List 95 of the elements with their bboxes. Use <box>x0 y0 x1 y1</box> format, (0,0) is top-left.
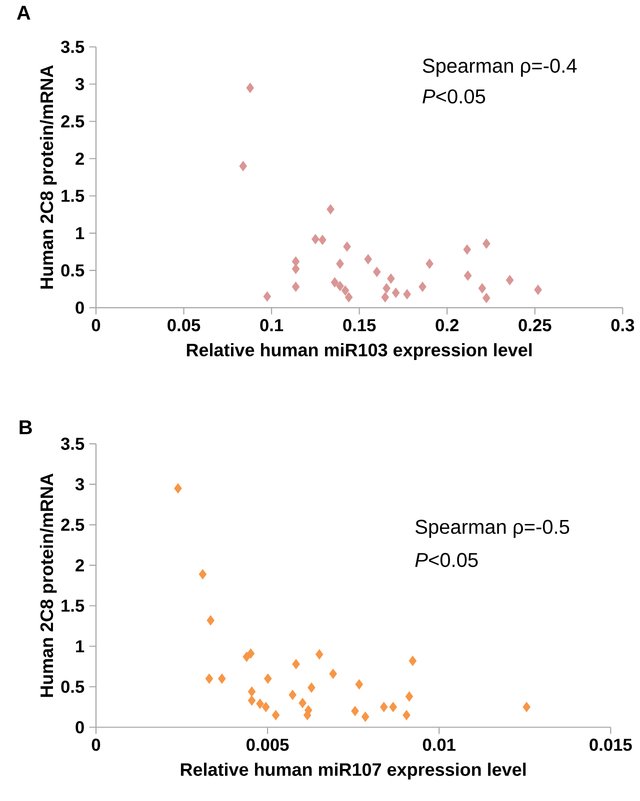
y-tick-label: 2 <box>76 152 84 165</box>
point <box>403 289 411 300</box>
x-tick-label: 0.25 <box>518 319 552 332</box>
y-tick-label: 3.5 <box>60 438 84 450</box>
point <box>361 712 370 722</box>
point <box>341 285 350 296</box>
point <box>373 266 381 277</box>
y-tick-label: 0.5 <box>61 264 84 277</box>
y-axis-title: Human 2C8 protein/mRNA <box>40 474 57 697</box>
point <box>389 702 397 712</box>
y-tick-label: 2 <box>76 559 84 572</box>
point <box>343 241 351 252</box>
point <box>364 254 372 264</box>
chart-title: A <box>16 6 30 20</box>
point <box>264 674 272 684</box>
point <box>408 656 417 666</box>
point <box>239 161 247 172</box>
point <box>288 690 296 700</box>
point <box>534 284 542 295</box>
y-tick-label: 3.5 <box>60 40 84 54</box>
point <box>405 691 414 702</box>
x-tick-label: 0.005 <box>246 738 289 751</box>
point <box>198 569 207 580</box>
point <box>478 283 486 294</box>
x-tick-label: 0.1 <box>260 319 284 332</box>
point <box>298 698 306 708</box>
y-tick-label: 3 <box>75 78 84 90</box>
point <box>426 258 434 269</box>
point <box>382 283 390 294</box>
y-tick-label: 1.5 <box>62 190 84 202</box>
point <box>381 292 389 302</box>
point <box>387 274 395 284</box>
x-axis-title: Relative human miR107 expression level <box>180 762 526 780</box>
point <box>463 244 471 255</box>
point <box>272 710 280 720</box>
point <box>318 234 326 245</box>
point <box>205 674 214 684</box>
point <box>292 256 300 267</box>
point <box>330 277 339 288</box>
point <box>292 264 300 274</box>
point <box>326 204 334 214</box>
point <box>336 258 344 269</box>
point <box>522 702 530 712</box>
point <box>292 282 300 292</box>
point <box>380 702 388 712</box>
point <box>344 292 353 302</box>
point <box>355 679 364 690</box>
point <box>256 698 264 709</box>
annotation: P<0.05 <box>422 89 486 104</box>
x-tick-label: 0.05 <box>168 319 200 332</box>
point <box>218 674 226 684</box>
x-tick-label: 0 <box>92 738 100 751</box>
point <box>329 668 337 679</box>
point <box>506 275 514 286</box>
y-tick-label: 2.5 <box>61 115 84 128</box>
point <box>206 615 214 626</box>
point <box>292 659 300 670</box>
x-tick-label: 0.2 <box>436 319 458 332</box>
y-tick-label: 0 <box>76 721 84 734</box>
x-tick-label: 0.3 <box>611 319 634 332</box>
y-axis-title: Human 2C8 protein/mRNA <box>40 65 57 289</box>
point <box>246 648 255 659</box>
point <box>402 710 410 720</box>
point <box>308 682 316 693</box>
point <box>263 291 272 302</box>
x-tick-label: 0.015 <box>590 738 632 751</box>
chart-title: B <box>20 420 32 434</box>
y-tick-label: 3 <box>75 478 84 490</box>
y-tick-label: 0.5 <box>61 680 84 693</box>
x-tick-label: 0.01 <box>422 738 456 751</box>
y-tick-label: 2.5 <box>61 518 84 531</box>
x-tick-label: 0.15 <box>343 319 376 332</box>
y-tick-label: 1.5 <box>62 600 84 612</box>
point <box>336 280 344 292</box>
y-tick-label: 0 <box>76 302 84 314</box>
point <box>246 82 254 93</box>
point <box>482 292 490 304</box>
y-tick-label: 1 <box>76 227 84 240</box>
annotation: Spearman ρ=-0.4 <box>422 58 577 77</box>
point <box>248 695 256 706</box>
point <box>464 270 472 281</box>
point <box>312 234 320 244</box>
y-tick-label: 1 <box>76 640 84 652</box>
annotation: P<0.05 <box>415 552 478 568</box>
x-axis-title: Relative human miR103 expression level <box>186 343 532 360</box>
point <box>392 288 400 298</box>
point <box>262 702 270 712</box>
point <box>482 238 490 249</box>
x-tick-label: 0 <box>92 319 100 332</box>
point <box>351 706 359 716</box>
annotation: Spearman ρ=-0.5 <box>416 520 570 538</box>
point <box>174 483 182 494</box>
point <box>248 686 256 697</box>
point <box>418 282 426 292</box>
point <box>315 649 324 660</box>
